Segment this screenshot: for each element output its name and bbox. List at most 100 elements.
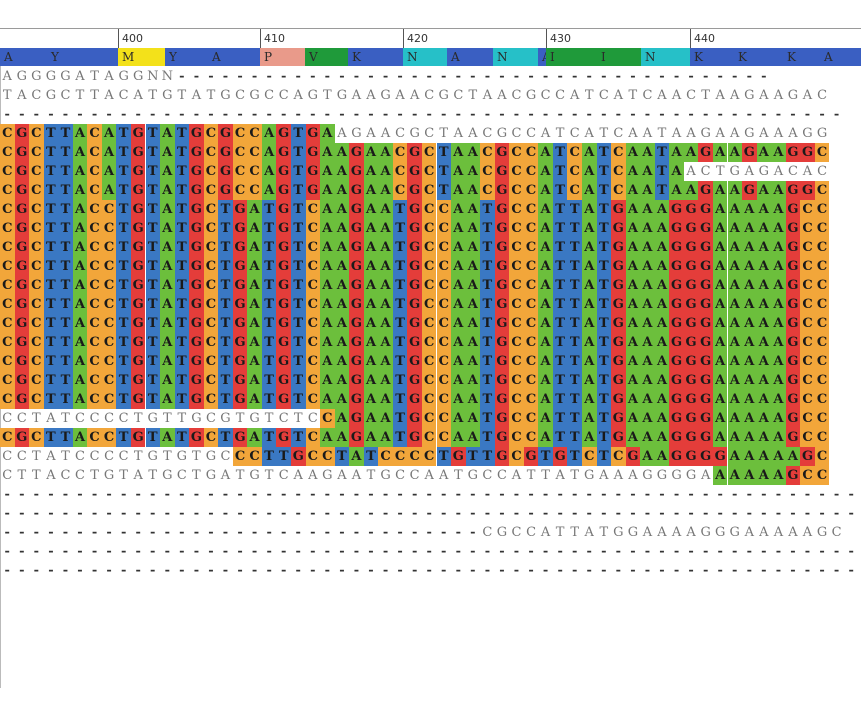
base-cell: A	[727, 466, 742, 485]
base-cell: C	[523, 409, 539, 428]
base-cell: C	[176, 468, 187, 483]
consensus-cell: M	[118, 48, 165, 66]
base-cell: -	[528, 544, 534, 559]
base-cell: -	[295, 69, 301, 84]
base-cell: G	[494, 390, 510, 409]
base-cell: C	[87, 181, 102, 200]
base-cell: G	[218, 162, 233, 181]
base-cell: G	[130, 295, 146, 314]
base-cell: T	[162, 449, 172, 464]
base-cell: G	[494, 447, 510, 466]
base-cell: -	[382, 563, 389, 578]
base-cell: C	[642, 88, 653, 103]
base-cell: T	[291, 257, 306, 276]
base-cell: A	[715, 126, 725, 141]
base-cell: -	[208, 487, 214, 502]
sequence-row[interactable]: ----------------------------------------…	[0, 561, 861, 580]
sequence-row[interactable]: ----------------------------------------…	[0, 542, 861, 561]
base-cell: G	[232, 200, 248, 219]
base-cell: T	[480, 333, 495, 352]
base-cell: T	[465, 447, 481, 466]
base-cell: T	[174, 352, 190, 371]
base-cell: G	[232, 371, 248, 390]
base-cell: T	[596, 238, 612, 257]
base-cell: G	[800, 181, 815, 200]
base-cell: A	[334, 238, 350, 257]
base-cell: C	[0, 181, 15, 200]
base-cell: A	[538, 352, 553, 371]
base-cell: C	[509, 352, 524, 371]
base-cell: -	[513, 69, 520, 84]
base-cell: G	[45, 69, 57, 84]
base-cell: -	[397, 487, 403, 502]
base-cell: A	[771, 257, 786, 276]
base-cell: G	[130, 276, 146, 295]
base-cell: C	[87, 428, 102, 447]
base-cell: C	[29, 295, 44, 314]
sequence-row[interactable]: ----------------------------------------…	[0, 504, 861, 523]
base-cell: T	[116, 219, 131, 238]
base-cell: A	[756, 428, 772, 447]
base-cell: -	[62, 544, 69, 559]
sequence-row[interactable]: ----------------------------------------…	[0, 485, 861, 504]
base-cell: T	[480, 219, 495, 238]
base-cell: G	[611, 257, 626, 276]
base-cell: -	[339, 69, 345, 84]
sequence-row[interactable]: ----------------------------------------…	[0, 105, 861, 124]
base-cell: -	[586, 69, 592, 84]
base-cell: C	[2, 468, 13, 483]
base-cell: -	[382, 544, 389, 559]
base-cell: G	[189, 219, 204, 238]
base-cell: A	[482, 88, 493, 103]
base-cell: -	[717, 506, 723, 521]
base-cell: C	[509, 333, 524, 352]
base-cell: C	[800, 295, 815, 314]
base-cell: C	[203, 143, 219, 162]
base-cell: A	[771, 314, 786, 333]
ruler-tick-label: 400	[122, 32, 143, 45]
base-cell: -	[164, 563, 170, 578]
base-cell: A	[451, 219, 466, 238]
base-cell: -	[237, 525, 243, 540]
base-cell: -	[513, 544, 520, 559]
base-cell: -	[339, 544, 345, 559]
base-cell: A	[334, 333, 350, 352]
base-cell: -	[48, 487, 54, 502]
base-cell: A	[771, 295, 786, 314]
base-cell: A	[654, 200, 670, 219]
base-cell: G	[130, 352, 146, 371]
base-cell: C	[436, 314, 451, 333]
base-cell: A	[654, 314, 670, 333]
base-cell: T	[174, 200, 190, 219]
consensus-cell: A	[208, 48, 260, 66]
base-cell: G	[611, 390, 626, 409]
base-cell: -	[615, 107, 622, 122]
base-cell: T	[567, 390, 582, 409]
base-cell: G	[714, 525, 726, 540]
base-cell: -	[528, 69, 534, 84]
base-cell: G	[785, 295, 801, 314]
